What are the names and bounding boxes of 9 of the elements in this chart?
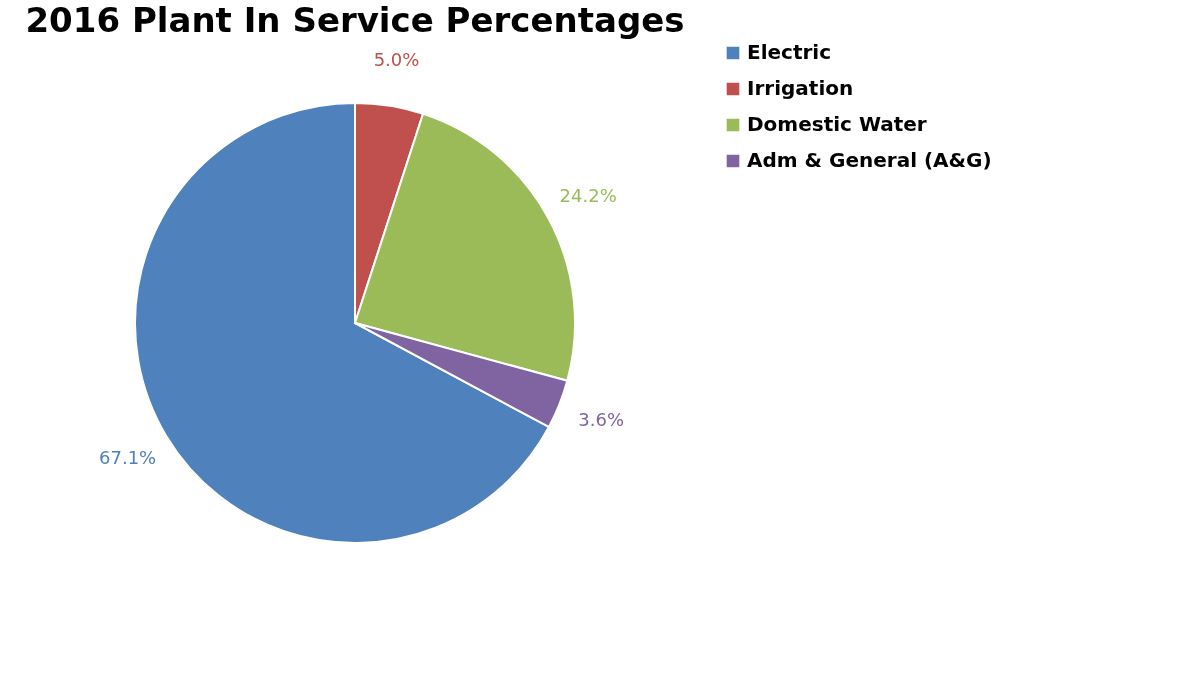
data-label: 24.2% <box>559 185 617 207</box>
chart-title: 2016 Plant In Service Percentages <box>25 0 685 40</box>
data-label: 5.0% <box>373 49 420 71</box>
data-label: 67.1% <box>99 447 157 469</box>
legend-label: Electric <box>747 40 832 64</box>
legend-label: Irrigation <box>747 76 854 100</box>
legend-label: Domestic Water <box>747 112 927 136</box>
data-label: 3.6% <box>578 409 625 431</box>
legend-label: Adm & General (A&G) <box>747 148 992 172</box>
